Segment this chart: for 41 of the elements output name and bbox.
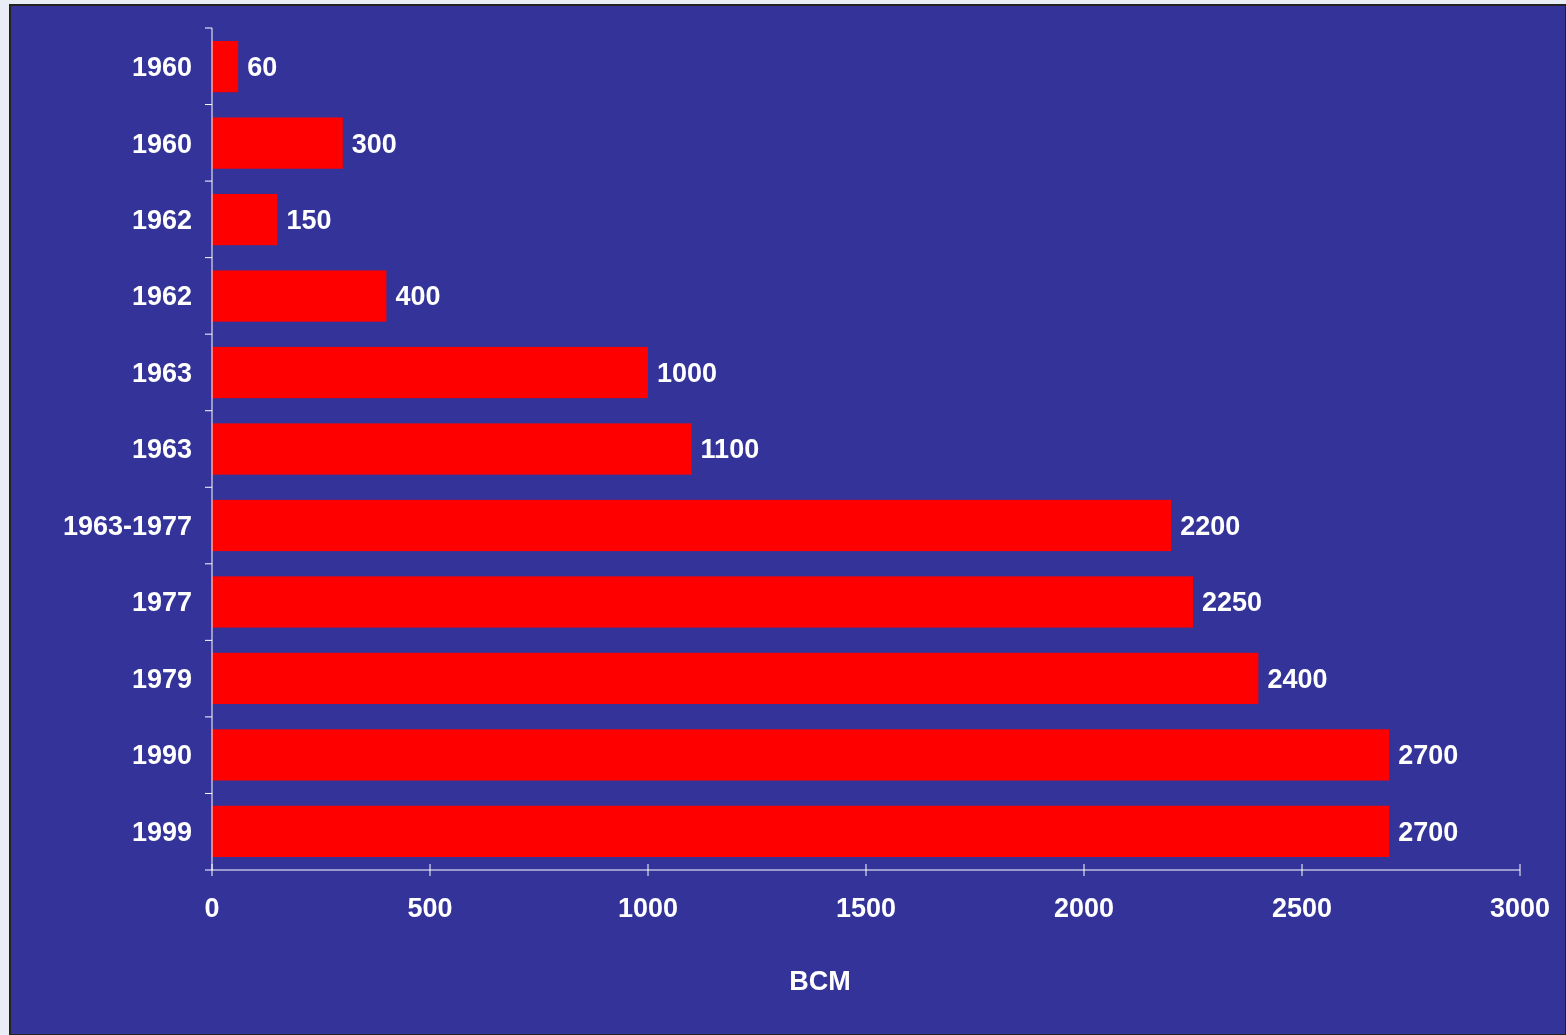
y-tick-label: 1962 [131, 205, 192, 236]
x-tick-label: 2500 [1271, 893, 1333, 923]
x-tick-label: 0 [204, 893, 220, 923]
y-tick-label: 1999 [131, 816, 192, 847]
y-tick-label: 1979 [131, 663, 192, 694]
data-label: 2700 [1398, 816, 1459, 847]
data-label: 150 [286, 205, 332, 236]
bar [212, 423, 692, 475]
y-tick-label: 1977 [131, 587, 192, 618]
data-label: 400 [395, 281, 441, 312]
bar [212, 41, 239, 93]
bar [212, 346, 648, 399]
data-label: 60 [247, 52, 278, 83]
data-label: 300 [351, 128, 397, 159]
data-label: 2700 [1398, 740, 1459, 771]
y-tick-label: 1962 [131, 281, 192, 312]
bar [212, 117, 343, 169]
x-tick-label: 3000 [1489, 893, 1551, 923]
data-label: 1100 [700, 434, 760, 465]
y-tick-label: 1960 [131, 52, 192, 83]
data-label: 2400 [1267, 663, 1328, 694]
y-tick-label: 1990 [131, 740, 192, 771]
bar [212, 805, 1390, 857]
y-tick-label: 1963-1977 [62, 510, 192, 541]
data-label: 1000 [657, 357, 718, 388]
bar [212, 576, 1193, 628]
x-tick-label: 1000 [617, 893, 679, 923]
x-tick-label: 1500 [835, 893, 897, 923]
y-tick-label: 1963 [131, 434, 192, 465]
x-tick-label: 2000 [1053, 893, 1115, 923]
bar [212, 193, 278, 246]
bar [212, 652, 1259, 705]
y-tick-label: 1963 [131, 357, 192, 388]
y-tick-label: 1960 [131, 128, 192, 159]
bar [212, 729, 1390, 781]
x-axis-title: BCM [789, 966, 851, 996]
data-label: 2250 [1202, 587, 1263, 618]
bar [212, 499, 1172, 552]
bar [212, 270, 387, 322]
x-tick-label: 500 [407, 893, 453, 923]
data-label: 2200 [1180, 510, 1241, 541]
